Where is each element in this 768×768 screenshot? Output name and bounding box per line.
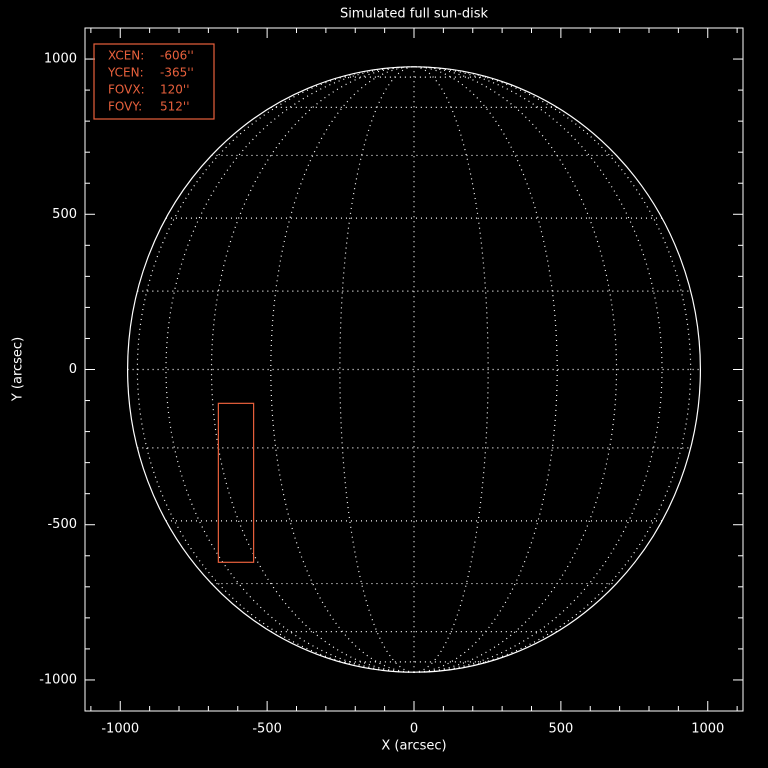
y-tick-label: 1000 bbox=[44, 52, 77, 67]
x-tick-label: 500 bbox=[548, 722, 573, 737]
annotation-value: -606'' bbox=[160, 49, 194, 63]
annotation-name: FOVX: bbox=[108, 83, 145, 97]
longitude-line bbox=[210, 66, 415, 673]
longitude-line bbox=[413, 66, 692, 673]
y-tick-label: 500 bbox=[52, 207, 77, 222]
chart-title: Simulated full sun-disk bbox=[340, 7, 489, 22]
annotation-value: 120'' bbox=[160, 83, 190, 97]
x-tick-label: 0 bbox=[410, 722, 418, 737]
x-tick-label: -500 bbox=[252, 722, 282, 737]
solar-limb bbox=[126, 66, 702, 673]
fov-box bbox=[217, 402, 255, 563]
y-axis-label: Y (arcsec) bbox=[11, 337, 26, 402]
longitude-line bbox=[270, 66, 415, 673]
longitude-line bbox=[413, 66, 558, 673]
longitude-line bbox=[413, 66, 489, 673]
y-tick-label: -500 bbox=[47, 517, 77, 532]
annotation-box bbox=[93, 43, 215, 120]
longitude-line bbox=[136, 66, 415, 673]
longitude-line bbox=[339, 66, 415, 673]
annotation-name: XCEN: bbox=[108, 49, 144, 63]
annotation-name: FOVY: bbox=[108, 100, 142, 114]
y-tick-label: 0 bbox=[69, 362, 77, 377]
x-axis-label: X (arcsec) bbox=[381, 739, 446, 754]
x-tick-label: 1000 bbox=[691, 722, 724, 737]
annotation-name: YCEN: bbox=[107, 66, 144, 80]
x-tick-label: -1000 bbox=[101, 722, 139, 737]
plot-frame bbox=[84, 27, 744, 712]
annotation-value: 512'' bbox=[160, 100, 190, 114]
longitude-line bbox=[413, 66, 618, 673]
heliographic-grid bbox=[127, 66, 701, 673]
y-tick-label: -1000 bbox=[39, 672, 77, 687]
annotation-value: -365'' bbox=[160, 66, 194, 80]
